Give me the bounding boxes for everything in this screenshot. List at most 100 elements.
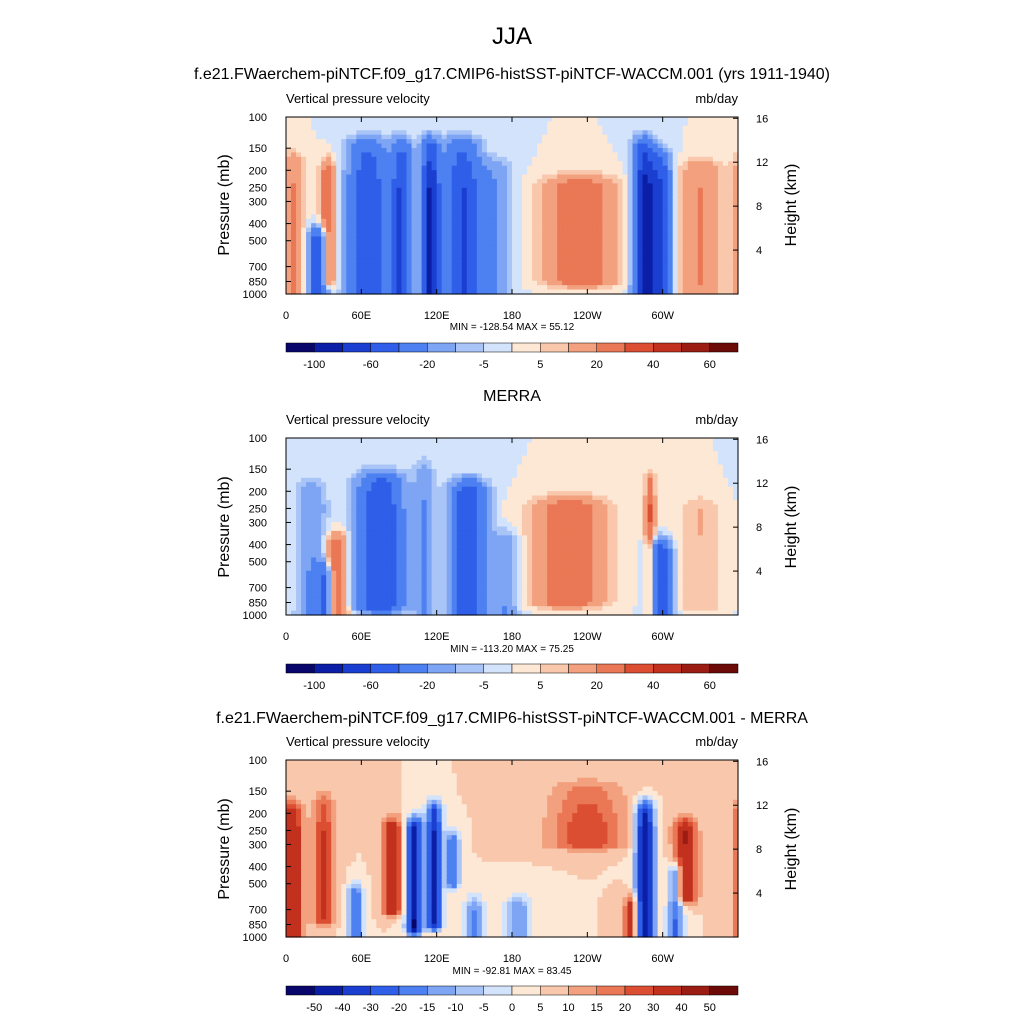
heatmap-cell bbox=[446, 245, 453, 251]
heatmap-cell bbox=[602, 174, 609, 180]
heatmap-cell bbox=[401, 280, 408, 286]
heatmap-cell bbox=[697, 254, 704, 260]
heatmap-cell bbox=[632, 201, 639, 207]
heatmap-cell bbox=[341, 570, 347, 576]
heatmap-cell bbox=[366, 579, 372, 585]
heatmap-cell bbox=[311, 553, 317, 559]
heatmap-cell bbox=[677, 178, 684, 184]
heatmap-cell bbox=[722, 143, 729, 149]
heatmap-cell bbox=[702, 289, 709, 295]
heatmap-cell bbox=[652, 267, 659, 273]
heatmap-cell bbox=[416, 473, 423, 479]
heatmap-cell bbox=[381, 280, 388, 286]
heatmap-cell bbox=[537, 227, 543, 233]
heatmap-cell bbox=[597, 139, 603, 145]
heatmap-cell bbox=[652, 223, 659, 229]
heatmap-cell bbox=[577, 280, 583, 286]
heatmap-cell bbox=[291, 214, 297, 220]
heatmap-cell bbox=[712, 271, 719, 277]
heatmap-cell bbox=[662, 214, 669, 220]
heatmap-cell bbox=[341, 544, 347, 550]
heatmap-cell bbox=[436, 227, 443, 233]
min-max-label: MIN = -128.54 MAX = 55.12 bbox=[450, 322, 575, 333]
heatmap-cell bbox=[376, 289, 383, 295]
heatmap-cell bbox=[391, 117, 398, 123]
heatmap-cell bbox=[351, 271, 357, 277]
heatmap-cell bbox=[547, 130, 553, 136]
heatmap-cell bbox=[361, 570, 367, 576]
heatmap-cell bbox=[411, 464, 418, 470]
heatmap-cell bbox=[577, 227, 583, 233]
heatmap-cell bbox=[296, 499, 302, 505]
heatmap-cell bbox=[512, 209, 518, 215]
heatmap-cell bbox=[456, 227, 463, 233]
heatmap-cell bbox=[732, 209, 739, 215]
heatmap-cell bbox=[702, 125, 709, 131]
heatmap-cell bbox=[697, 174, 704, 180]
heatmap-cell bbox=[557, 236, 563, 242]
heatmap-cell bbox=[351, 438, 357, 444]
heatmap-cell bbox=[687, 174, 694, 180]
heatmap-cell bbox=[652, 240, 659, 246]
heatmap-cell bbox=[446, 147, 453, 153]
heatmap-cell bbox=[341, 491, 347, 497]
heatmap-cell bbox=[667, 271, 674, 277]
heatmap-cell bbox=[306, 544, 312, 550]
heatmap-cell bbox=[391, 526, 398, 532]
heatmap-cell bbox=[356, 442, 362, 448]
heatmap-cell bbox=[291, 187, 297, 193]
heatmap-cell bbox=[291, 473, 297, 479]
heatmap-cell bbox=[406, 192, 413, 198]
heatmap-cell bbox=[506, 267, 513, 273]
heatmap-cell bbox=[692, 143, 699, 149]
heatmap-cell bbox=[376, 513, 383, 519]
heatmap-cell bbox=[491, 152, 498, 158]
heatmap-cell bbox=[361, 280, 367, 286]
heatmap-cell bbox=[331, 504, 337, 510]
heatmap-cell bbox=[286, 477, 292, 483]
heatmap-cell bbox=[506, 240, 513, 246]
heatmap-cell bbox=[687, 240, 694, 246]
heatmap-cell bbox=[587, 223, 593, 229]
heatmap-cell bbox=[627, 125, 634, 131]
heatmap-cell bbox=[381, 134, 388, 140]
heatmap-cell bbox=[672, 223, 679, 229]
heatmap-cell bbox=[381, 232, 388, 238]
heatmap-cell bbox=[436, 508, 443, 514]
heatmap-cell bbox=[532, 205, 538, 211]
heatmap-cell bbox=[386, 117, 393, 123]
heatmap-cell bbox=[657, 214, 664, 220]
heatmap-cell bbox=[351, 125, 357, 131]
y-tick-label: 500 bbox=[249, 236, 267, 248]
heatmap-cell bbox=[321, 249, 327, 255]
heatmap-cell bbox=[381, 240, 388, 246]
heatmap-cell bbox=[356, 183, 362, 189]
heatmap-cell bbox=[562, 276, 568, 282]
heatmap-cell bbox=[286, 553, 292, 559]
heatmap-cell bbox=[346, 192, 352, 198]
heatmap-cell bbox=[486, 196, 493, 202]
heatmap-cell bbox=[296, 442, 302, 448]
heatmap-cell bbox=[672, 121, 679, 127]
heatmap-cell bbox=[316, 240, 322, 246]
heatmap-cell bbox=[572, 130, 578, 136]
heatmap-cell bbox=[316, 196, 322, 202]
heatmap-cell bbox=[612, 139, 619, 145]
heatmap-cell bbox=[341, 183, 347, 189]
heatmap-cell bbox=[522, 165, 528, 171]
heatmap-cell bbox=[351, 446, 357, 452]
heatmap-cell bbox=[326, 606, 332, 612]
heatmap-cell bbox=[722, 209, 729, 215]
heatmap-cell bbox=[341, 526, 347, 532]
heatmap-cell bbox=[587, 240, 593, 246]
heatmap-cell bbox=[311, 289, 317, 295]
heatmap-cell bbox=[411, 165, 418, 171]
heatmap-cell bbox=[471, 121, 478, 127]
heatmap-cell bbox=[441, 601, 448, 607]
heatmap-cell bbox=[657, 280, 664, 286]
heatmap-cell bbox=[286, 143, 292, 149]
heatmap-cell bbox=[331, 588, 337, 594]
heatmap-cell bbox=[396, 165, 403, 171]
heatmap-cell bbox=[687, 276, 694, 282]
heatmap-cell bbox=[301, 245, 307, 251]
